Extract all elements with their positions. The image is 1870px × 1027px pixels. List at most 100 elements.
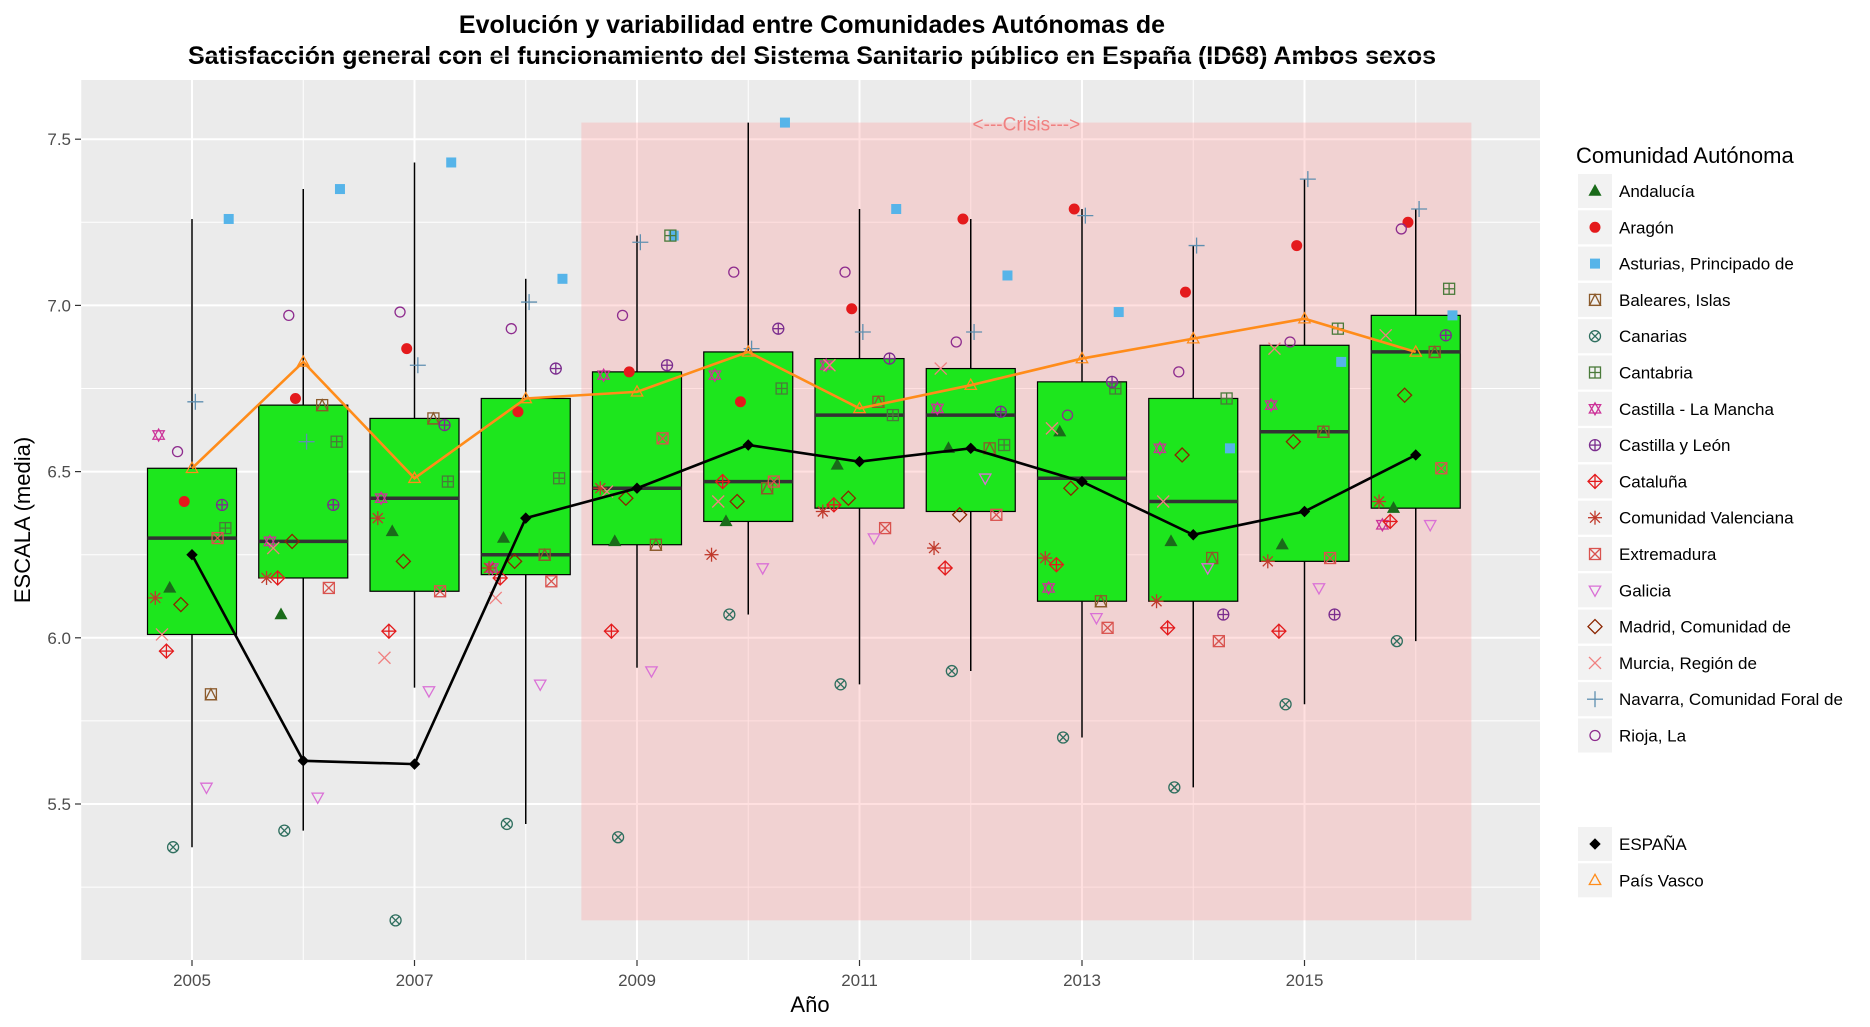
point-6-2009 [596, 367, 611, 383]
point-7-2014 [1217, 608, 1230, 621]
point-11-2005 [199, 782, 214, 795]
box-2011 [814, 357, 905, 509]
point-9-2008 [482, 560, 497, 575]
point-11-2011 [867, 533, 881, 546]
point-10-2009 [656, 432, 669, 445]
box-2010 [703, 351, 794, 523]
point-1-2013 [1068, 203, 1080, 215]
point-2-2013 [1113, 307, 1124, 318]
point-1-2010 [734, 396, 746, 408]
line-point-1-2012 [963, 377, 978, 391]
legend-label-14: Navarra, Comunidad Foral de [1619, 690, 1843, 709]
point-15-2007 [394, 306, 406, 318]
line-point-0-2007 [408, 758, 421, 770]
legend-label-4: Canarias [1619, 327, 1687, 346]
line-point-1-2006 [296, 354, 311, 367]
point-0-2008 [496, 531, 511, 543]
legend-title: Comunidad Autónoma [1576, 143, 1794, 168]
point-0-2014 [1164, 534, 1178, 547]
point-11-2010 [755, 563, 770, 576]
point-12-2010 [729, 493, 746, 510]
point-12-2006 [284, 533, 301, 550]
point-9-2016 [1372, 494, 1387, 509]
legend-label-8: Cataluña [1619, 472, 1688, 491]
legend-label-6: Castilla - La Mancha [1619, 400, 1775, 419]
x-tick-label: 2009 [618, 971, 656, 990]
point-1-2005 [178, 496, 190, 508]
y-axis-label: ESCALA (media) [10, 437, 35, 603]
box-2016 [1370, 314, 1461, 509]
point-11-2009 [644, 666, 659, 679]
line-point-0-2016 [1410, 449, 1422, 461]
line-point-1-2005 [185, 460, 199, 474]
point-15-2015 [1284, 336, 1296, 348]
y-tick-label: 5.5 [47, 795, 71, 814]
point-6-2013 [1041, 580, 1056, 596]
line-point-0-2015 [1298, 505, 1311, 518]
point-7-2007 [438, 418, 451, 432]
point-7-2011 [883, 352, 896, 365]
point-3-2016 [1428, 344, 1442, 359]
line-point-1-2010 [741, 344, 756, 357]
x-tick-label: 2005 [173, 971, 211, 990]
x-tick-label: 2015 [1286, 971, 1324, 990]
point-15-2014 [1173, 366, 1185, 378]
point-14-2006 [298, 433, 315, 450]
point-8-2013 [1048, 556, 1065, 573]
box-2006 [258, 404, 349, 579]
point-13-2010 [711, 495, 725, 508]
legend-key-8 [1587, 473, 1603, 490]
legend-key-2 [1590, 258, 1600, 269]
line-point-0-2013 [1076, 475, 1088, 488]
point-13-2005 [155, 628, 169, 641]
crisis-label: <---Crisis---> [973, 115, 1081, 136]
line-point-1-2015 [1297, 311, 1312, 324]
box-2009 [591, 371, 683, 546]
point-7-2006 [327, 498, 340, 511]
point-1-2007 [401, 343, 413, 355]
point-14-2014 [1188, 237, 1205, 254]
legend-label-7: Castilla y León [1619, 436, 1731, 455]
point-9-2011 [815, 504, 830, 519]
point-2-2011 [891, 204, 902, 215]
point-15-2012 [950, 336, 962, 348]
legend-key-1 [1589, 221, 1601, 233]
point-4-2012 [945, 664, 958, 678]
point-14-2011 [854, 323, 871, 340]
point-4-2015 [1279, 698, 1292, 711]
legend-key-6 [1588, 401, 1602, 417]
point-7-2012 [994, 405, 1007, 418]
line-point-1-2016 [1408, 344, 1423, 357]
point-6-2012 [930, 401, 945, 416]
legend: Comunidad Autónoma Andalucía Aragón Asturia… [1576, 143, 1843, 898]
legend-label-5: Cantabria [1619, 364, 1693, 383]
point-2-2015 [1336, 356, 1347, 367]
point-4-2011 [834, 678, 847, 691]
point-11-2016 [1423, 519, 1438, 533]
point-10-2013 [1101, 621, 1114, 634]
point-1-2008 [512, 406, 524, 418]
legend-key-bg [1578, 282, 1612, 317]
x-tick-label: 2011 [841, 971, 878, 990]
point-9-2015 [1260, 554, 1275, 569]
point-11-2015 [1312, 583, 1326, 596]
point-12-2005 [172, 596, 189, 613]
point-5-2016 [1442, 282, 1456, 295]
legend-key-11 [1588, 585, 1602, 598]
point-14-2007 [409, 357, 426, 374]
legend-key-15 [1589, 729, 1601, 742]
point-10-2012 [990, 508, 1003, 521]
point-6-2014 [1153, 440, 1167, 456]
legend2-label-1: País Vasco [1619, 871, 1704, 890]
point-10-2010 [767, 475, 780, 488]
point-3-2006 [315, 398, 329, 412]
point-3-2005 [204, 687, 218, 701]
point-15-2006 [283, 309, 295, 322]
legend-key-0 [1588, 183, 1602, 196]
point-10-2008 [545, 575, 558, 588]
point-1-2011 [846, 303, 858, 315]
line-point-0-2006 [297, 755, 309, 767]
point-13-2015 [1268, 342, 1281, 356]
line-point-0-2012 [965, 442, 977, 455]
point-13-2013 [1045, 421, 1059, 435]
